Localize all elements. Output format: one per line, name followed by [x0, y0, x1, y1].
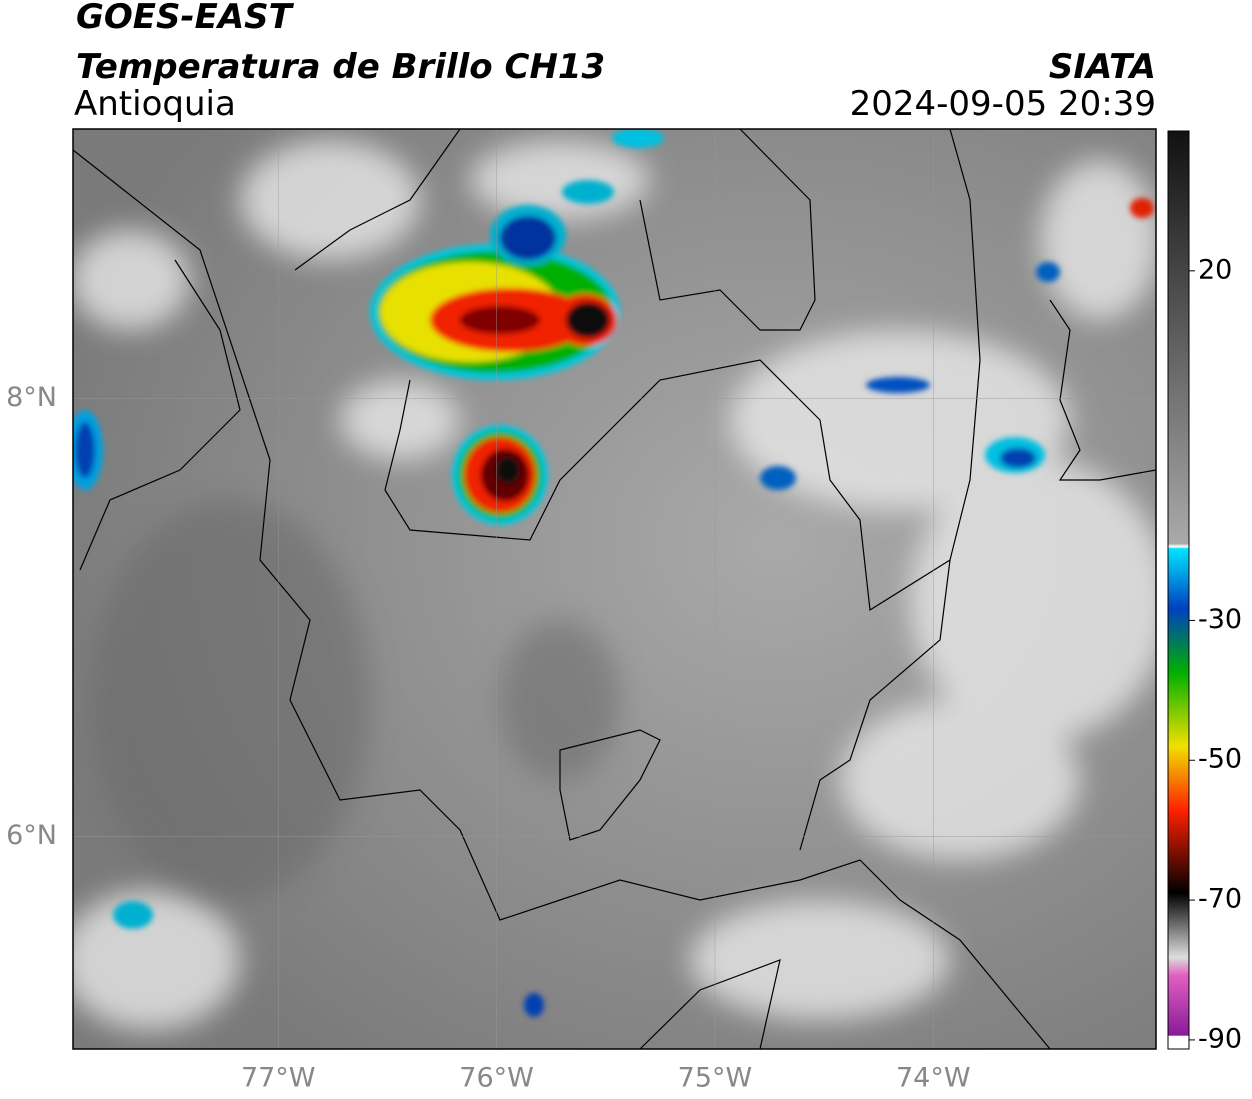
colorbar-tick-label: -30	[1198, 604, 1242, 635]
x-tick-label: 75°W	[678, 1063, 753, 1094]
map-frame	[72, 128, 1157, 1050]
subtitle: Temperatura de Brillo CH13	[76, 47, 605, 87]
x-tick-label: 76°W	[459, 1063, 534, 1094]
colorbar-tick-label: -90	[1198, 1023, 1242, 1054]
colorbar-ticks: 20 -30 -50 -70 -90	[1189, 254, 1242, 1054]
y-tick-label: 8°N	[6, 382, 57, 413]
datetime: 2024-09-05 20:39	[850, 84, 1156, 124]
y-tick-label: 6°N	[6, 820, 57, 851]
source: SIATA	[1049, 47, 1156, 87]
graticule: 77°W 76°W 75°W 74°W 8°N 6°N	[6, 129, 1156, 1094]
x-tick-label: 74°W	[896, 1063, 971, 1094]
region: Antioquia	[74, 84, 236, 124]
colorbar-tick-label: -70	[1198, 884, 1242, 915]
colorbar-tick-label: 20	[1198, 254, 1232, 285]
colorbar	[1167, 130, 1190, 1050]
x-tick-label: 77°W	[241, 1063, 316, 1094]
colorbar-tick-label: -50	[1198, 744, 1242, 775]
title: GOES-EAST	[76, 0, 295, 37]
map-imagery	[73, 129, 1156, 1049]
